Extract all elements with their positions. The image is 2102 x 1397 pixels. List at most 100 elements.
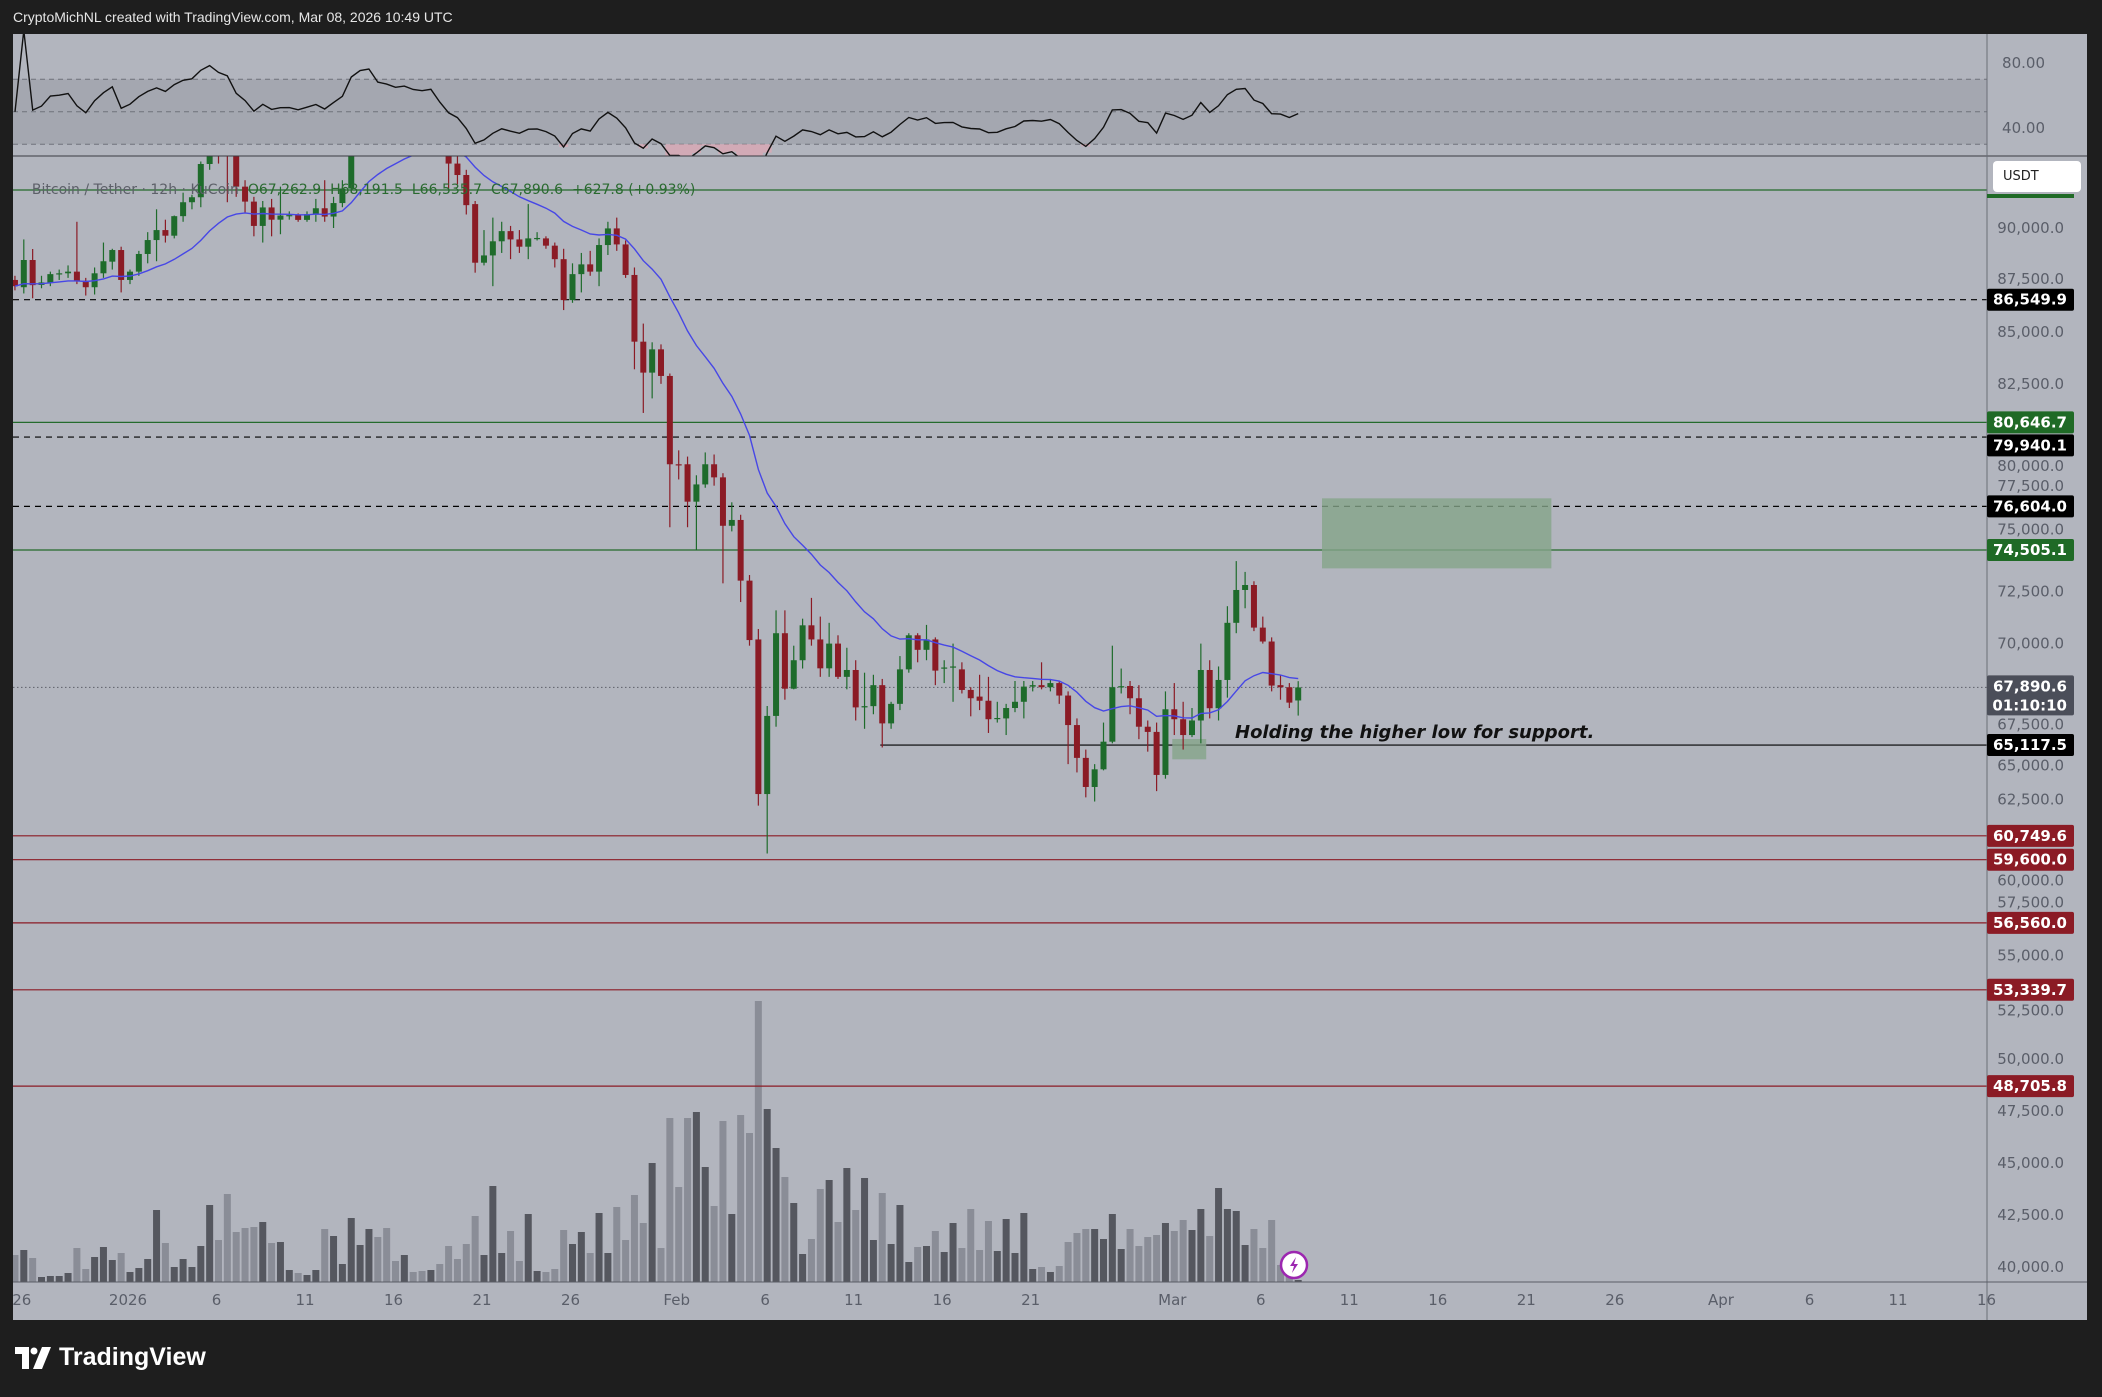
volume-bar [338, 1264, 346, 1282]
candle-body [879, 685, 886, 724]
candle [967, 687, 974, 717]
volume-bar [1250, 1229, 1258, 1282]
rsi-oversold-fill [665, 144, 675, 156]
last-price-tag: 67,890.601:10:10 [1987, 675, 2074, 716]
candle-body [542, 238, 549, 246]
volume-bar [462, 1244, 470, 1282]
candle [217, 156, 220, 164]
level-price-tag[interactable]: 59,600.0 [1987, 848, 2074, 871]
candle [171, 215, 178, 239]
level-price-tag[interactable]: 56,560.0 [1987, 911, 2074, 934]
candle-body [29, 260, 36, 286]
level-price-tag[interactable]: 53,339.7 [1987, 978, 2074, 1001]
rsi-oversold-fill [736, 144, 746, 156]
candle [507, 225, 514, 260]
candle [454, 156, 461, 185]
chart-panel[interactable] [13, 34, 2087, 1320]
candle-body [1082, 757, 1089, 787]
level-price-tag[interactable]: 79,940.1 [1987, 434, 2074, 457]
candle-body [1118, 686, 1125, 688]
candle [1162, 691, 1169, 779]
currency-button[interactable]: USDT [1993, 161, 2081, 192]
level-price-tag[interactable]: 60,749.6 [1987, 824, 2074, 847]
volume-bar [1179, 1220, 1187, 1282]
candle [82, 277, 89, 296]
rectangle-drawings[interactable] [1172, 498, 1552, 760]
volume-bar [400, 1255, 408, 1282]
candle-body [304, 214, 310, 220]
candle [242, 180, 249, 214]
candle-body [631, 274, 638, 342]
price-tick-label: 42,500.0 [1997, 1206, 2064, 1224]
candle-body [658, 349, 664, 376]
volume-bar [108, 1260, 116, 1282]
level-price-tag[interactable]: 65,117.5 [1987, 734, 2074, 757]
rsi-oversold-fill [753, 144, 763, 156]
volume-bar [232, 1232, 240, 1282]
candle-body [1242, 585, 1249, 590]
volume-bar [719, 1121, 727, 1282]
level-price-tag[interactable]: 76,604.0 [1987, 495, 2074, 518]
rsi-axis[interactable]: 80.00 40.00 [2002, 54, 2045, 137]
level-tag-label: 76,604.0 [1993, 497, 2067, 515]
candle-body [1197, 669, 1204, 721]
candle-body [693, 484, 700, 502]
annotation-text[interactable]: Holding the higher low for support. [1235, 722, 1595, 743]
candle [569, 263, 576, 303]
rectangle-zone[interactable] [1172, 738, 1207, 760]
symbol-legend[interactable]: Bitcoin / Tether · 12h · KuCoin O67,262.… [23, 166, 695, 198]
volume-bar [869, 1240, 877, 1282]
volume-bar [73, 1248, 81, 1282]
candle [1038, 662, 1045, 690]
level-tag-bg [1987, 978, 2074, 1001]
rsi-oversold-fill [727, 144, 737, 152]
level-tag-bg [1987, 411, 2074, 434]
volume-bar [852, 1210, 860, 1282]
volume-bar [949, 1223, 957, 1282]
volume-bar [1038, 1267, 1046, 1282]
alert-lightning-icon[interactable] [1279, 1250, 1309, 1280]
level-tag-label: 56,560.0 [1993, 914, 2067, 932]
candle [985, 676, 992, 733]
volume-bar [790, 1203, 798, 1282]
legend-symbol[interactable]: Bitcoin / Tether · 12h · KuCoin [31, 182, 239, 198]
last-price-label: 67,890.6 [1993, 677, 2067, 695]
level-tag-bg [1987, 848, 2074, 871]
candle [1065, 691, 1072, 765]
volume-bar [1064, 1242, 1072, 1282]
candle [870, 674, 877, 715]
candle [808, 597, 815, 646]
candle [773, 610, 780, 727]
time-tick-label: 26 [561, 1291, 580, 1309]
candle [489, 217, 496, 287]
price-tick-label: 65,000.0 [1997, 757, 2064, 775]
level-price-tag[interactable]: 48,705.8 [1987, 1075, 2074, 1098]
candle-body [852, 669, 859, 708]
candle-body [135, 253, 142, 272]
volume-bar [356, 1245, 364, 1282]
candle-body [932, 639, 939, 671]
level-price-tag[interactable]: 74,505.1 [1987, 538, 2074, 561]
level-price-tag[interactable]: 80,646.7 [1987, 411, 2074, 434]
price-tick-label: 85,000.0 [1997, 323, 2064, 341]
volume-bar [604, 1253, 612, 1282]
level-tag-label: 74,505.1 [1993, 541, 2067, 559]
volume-bar [383, 1228, 391, 1282]
volume-bar [1277, 1265, 1284, 1282]
candle-body [1268, 641, 1275, 686]
rectangle-zone[interactable] [1322, 498, 1552, 569]
candle-body [958, 669, 965, 690]
time-tick-label: 6 [760, 1291, 770, 1309]
candle [127, 269, 133, 285]
time-axis[interactable]: 26 2026 6 11 16 21 26 Feb 6 11 16 21 Mar 6 11 16 21 26 Apr… [12, 1291, 1996, 1309]
volume-bar [843, 1168, 851, 1282]
horizontal-levels[interactable] [13, 189, 1987, 1087]
level-price-tag[interactable]: 86,549.9 [1987, 288, 2074, 311]
price-axis[interactable]: 90,000.0 87,500.0 85,000.0 82,500.0 80,000.0… [1997, 219, 2064, 1276]
candle-body [1171, 709, 1178, 720]
candle-body [967, 689, 974, 699]
volume-bar [1294, 1280, 1302, 1282]
candle [1250, 581, 1257, 632]
legend-change: +627.8 (+0.93%) [571, 182, 696, 198]
